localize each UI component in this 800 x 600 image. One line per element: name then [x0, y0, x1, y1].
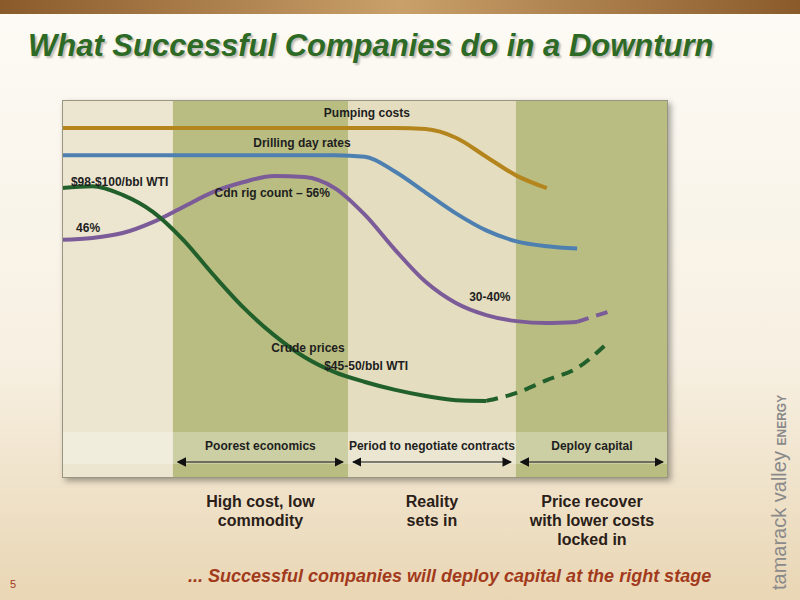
- html-text:5: 5: [10, 578, 17, 590]
- html-text:Price recover with lower costs: Price recover with lower costs locked in: [529, 493, 655, 548]
- svg-text:Drilling day rates: Drilling day rates: [253, 136, 351, 150]
- svg-text:30-40%: 30-40%: [469, 290, 511, 304]
- svg-text:Pumping costs: Pumping costs: [324, 106, 410, 120]
- html-text:tamarack valley: tamarack valley: [768, 451, 790, 590]
- svg-text:$98-$100/bbl WTI: $98-$100/bbl WTI: [71, 175, 168, 189]
- html-text:ENERGY: ENERGY: [775, 394, 789, 446]
- svg-text:Cdn rig count – 56%: Cdn rig count – 56%: [215, 186, 331, 200]
- html-text:Reality sets in: Reality sets in: [405, 493, 459, 529]
- svg-text:$45-50/bbl WTI: $45-50/bbl WTI: [324, 359, 408, 373]
- html-text:Poorest economics: Poorest economics: [205, 439, 316, 453]
- html-text:What Successful Companies do i: What Successful Companies do in a Downtu…: [28, 28, 714, 63]
- html-text:High cost, low commodity: High cost, low commodity: [206, 493, 315, 529]
- html-text:Deploy capital: Deploy capital: [551, 439, 633, 453]
- html-text:Period to negotiate contracts: Period to negotiate contracts: [348, 439, 515, 453]
- svg-text:46%: 46%: [76, 221, 100, 235]
- svg-text:Crude prices: Crude prices: [271, 341, 345, 355]
- html-text:... Successful companies will: ... Successful companies will deploy cap…: [188, 566, 712, 586]
